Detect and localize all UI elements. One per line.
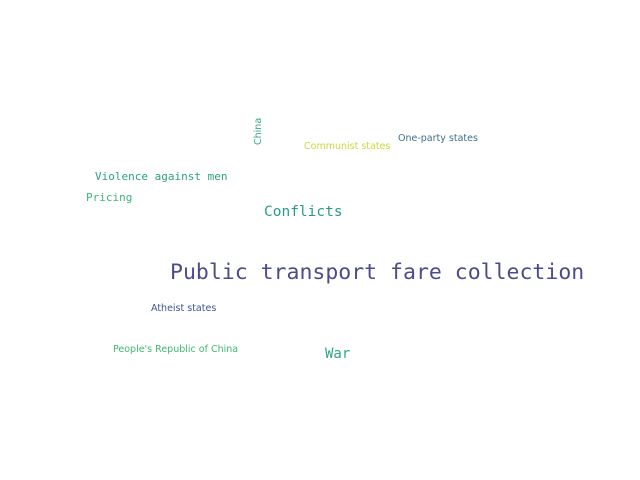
word-pricing: Pricing <box>86 191 133 204</box>
word-atheist-states: Atheist states <box>151 303 217 314</box>
word-violence-against-men: Violence against men <box>95 170 228 183</box>
word-communist-states: Communist states <box>304 141 391 152</box>
word-one-party-states: One-party states <box>398 133 478 144</box>
word-war: War <box>325 346 351 362</box>
word-conflicts: Conflicts <box>264 204 343 220</box>
word-public-transport-fare-collection: Public transport fare collection <box>170 260 585 285</box>
word-peoples-republic-of-china: People's Republic of China <box>113 344 239 355</box>
word-china: China <box>253 117 264 145</box>
